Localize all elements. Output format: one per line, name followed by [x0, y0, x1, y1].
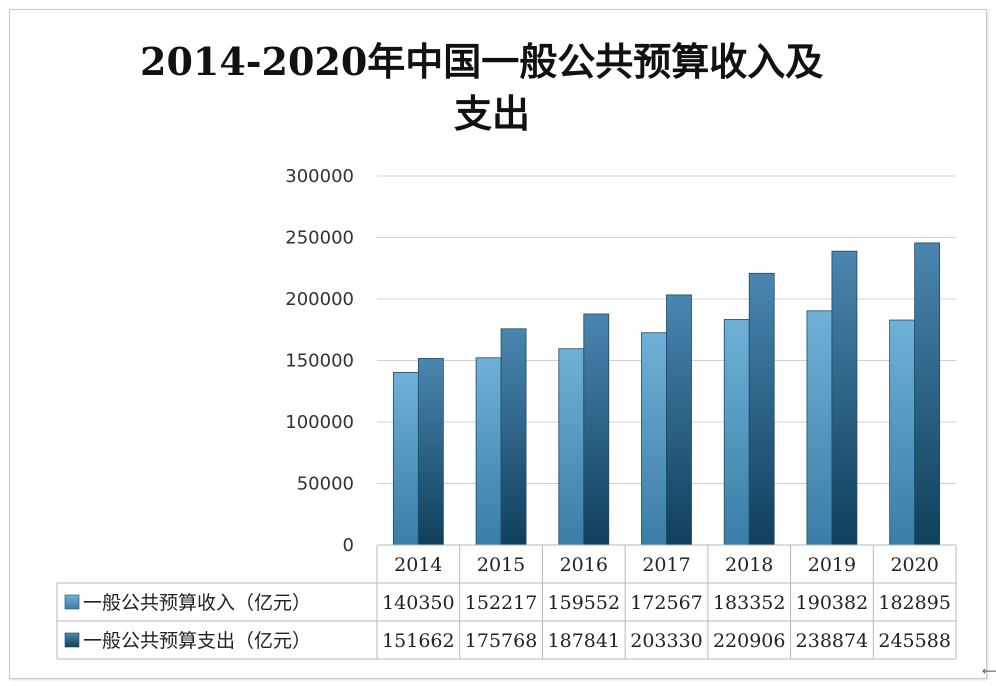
bar-expenditure-2014	[417, 358, 444, 546]
x-tick-label: 2016	[560, 554, 608, 576]
data-table-cell: 187841	[548, 630, 621, 652]
legend-key-revenue	[64, 594, 80, 610]
data-table-cell: 182895	[878, 592, 951, 614]
bar-expenditure-2018	[748, 272, 775, 546]
x-tick-label: 2015	[477, 554, 525, 576]
data-table-cell: 152217	[465, 592, 538, 614]
x-tick-label: 2017	[642, 554, 690, 576]
data-table: 2014 2015 2016 2017 2018 2019 2020 一般公共预算收入（亿元）…	[56, 544, 957, 660]
y-axis-ticks: 0 50000 100000 150000 200000 250000 300000	[285, 166, 354, 556]
bars	[392, 242, 941, 546]
bar-expenditure-2017	[666, 294, 692, 546]
chart-title-line1: 2014-2020年中国一般公共预算收入及	[140, 39, 824, 84]
y-tick-label: 300000	[285, 166, 354, 187]
x-tick-label: 2018	[725, 554, 773, 576]
bar-revenue-2020	[889, 319, 916, 546]
data-table-cell: 245588	[878, 630, 951, 652]
bar-expenditure-2015	[500, 328, 527, 546]
y-tick-label: 250000	[285, 228, 354, 249]
data-table-cell: 183352	[713, 592, 786, 614]
bar-expenditure-2020	[914, 242, 941, 546]
data-table-cell: 175768	[465, 630, 538, 652]
y-tick-label: 100000	[285, 412, 354, 433]
bar-revenue-2014	[392, 371, 419, 546]
data-table-cell: 140350	[382, 592, 455, 614]
bar-expenditure-2016	[583, 313, 610, 546]
bar-revenue-2016	[558, 348, 585, 546]
bar-revenue-2018	[723, 319, 750, 546]
data-table-cell: 151662	[382, 630, 455, 652]
x-tick-label: 2020	[890, 554, 938, 576]
bar-revenue-2015	[475, 357, 502, 546]
chart-title-line2: 支出	[454, 91, 531, 136]
bar-expenditure-2019	[831, 250, 858, 546]
resize-corner-icon: ⟵	[982, 664, 996, 678]
data-table-cell: 220906	[713, 630, 786, 652]
data-table-cell: 172567	[630, 592, 703, 614]
y-tick-label: 50000	[297, 474, 354, 495]
legend-label-expenditure: 一般公共预算支出（亿元）	[83, 630, 311, 652]
data-table-cell: 238874	[796, 630, 869, 652]
y-tick-label: 150000	[285, 351, 354, 372]
data-table-cell: 190382	[796, 592, 869, 614]
bar-revenue-2017	[641, 332, 667, 546]
x-tick-label: 2014	[394, 554, 442, 576]
bar-revenue-2019	[806, 310, 833, 546]
legend-label-revenue: 一般公共预算收入（亿元）	[83, 592, 311, 614]
y-tick-label: 200000	[285, 289, 354, 310]
y-tick-label: 0	[343, 535, 354, 556]
data-table-cell: 159552	[548, 592, 621, 614]
data-table-cell: 203330	[630, 630, 703, 652]
legend-key-expenditure	[64, 632, 80, 648]
x-tick-label: 2019	[808, 554, 856, 576]
